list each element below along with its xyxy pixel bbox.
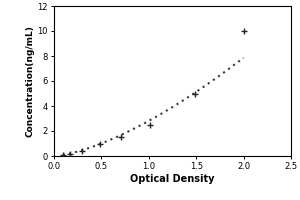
X-axis label: Optical Density: Optical Density [130, 174, 215, 184]
Y-axis label: Concentration(ng/mL): Concentration(ng/mL) [26, 25, 34, 137]
